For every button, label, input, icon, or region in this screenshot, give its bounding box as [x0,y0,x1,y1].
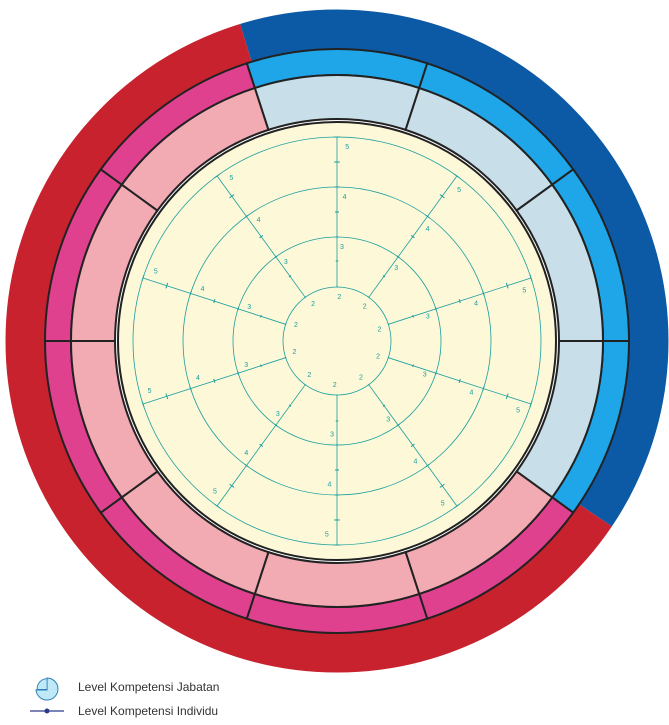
level-label: 4 [343,194,347,201]
level-label: 2 [337,294,341,301]
level-label: 4 [474,301,478,308]
legend-item-individu: Level Kompetensi Individu [30,700,218,722]
level-grid: 2 3 4 5 2 3 4 5 2 3 4 5 2 3 4 5 2 3 4 5 2 3 4 5 2 3 4 5 2 3 4 5 2 3 4 5 2 3 4 5 [132,136,542,546]
legend-item-jabatan: Level Kompetensi Jabatan [30,676,220,701]
code-ring [69,74,605,608]
level-label: 4 [328,482,332,489]
level-label: 3 [394,265,398,272]
level-label: 3 [426,314,430,321]
outer-band [4,8,669,674]
level-label: 5 [516,407,520,414]
level-label: 5 [345,144,349,151]
level-label: 2 [311,301,315,308]
level-label: 5 [325,532,329,539]
plot-area [117,121,557,561]
level-label: 4 [201,286,205,293]
level-label: 3 [330,432,334,439]
level-label: 5 [154,268,158,275]
level-label: 4 [196,375,200,382]
plot-disc [117,121,557,561]
sector-code-cell-ppo [120,86,270,212]
level-label: 2 [293,349,297,356]
level-label: 2 [363,304,367,311]
level-label: 5 [522,288,526,295]
jabatan-shape-icon [30,676,64,701]
level-label: 4 [469,389,473,396]
generik-band [239,8,669,527]
level-label: 3 [423,372,427,379]
level-label: 2 [376,354,380,361]
level-label: 3 [284,259,288,266]
level-label: 4 [426,226,430,233]
level-label: 2 [359,375,363,382]
level-label: 3 [340,244,344,251]
level-label: 2 [307,372,311,379]
level-label: 5 [457,187,461,194]
level-label: 4 [244,450,248,457]
level-label: 3 [276,411,280,418]
level-label: 4 [413,459,417,466]
level-label: 5 [213,489,217,496]
level-label: 5 [229,175,233,182]
level-label: 3 [386,417,390,424]
legend-jabatan-label: Level Kompetensi Jabatan [78,680,220,694]
level-label: 2 [294,322,298,329]
level-label: 5 [148,388,152,395]
level-label: 3 [247,304,251,311]
level-label: 3 [244,362,248,369]
level-label: 5 [441,501,445,508]
level-label: 2 [378,326,382,333]
level-label: 4 [257,217,261,224]
level-label: 2 [333,382,337,389]
legend-individu-label: Level Kompetensi Individu [78,704,219,718]
individu-line-icon [30,700,64,722]
